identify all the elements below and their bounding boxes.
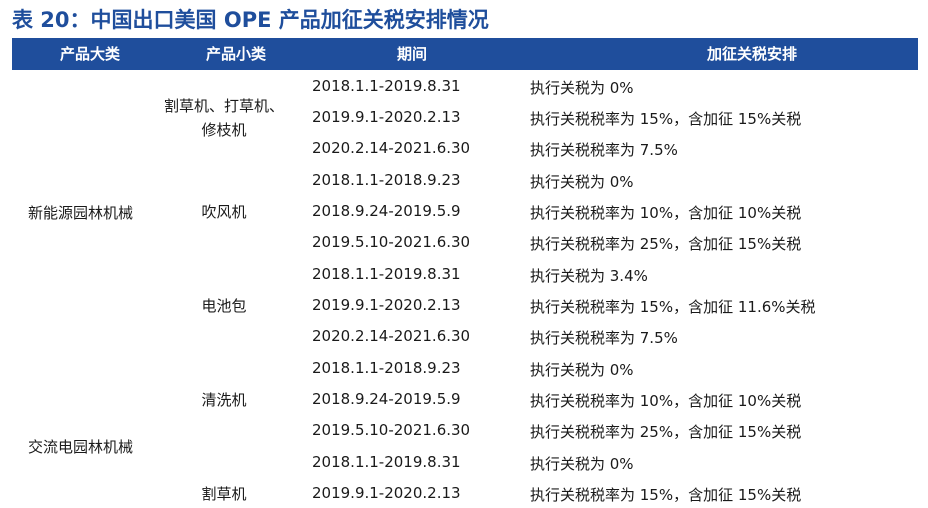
category-cell: 新能源园林机械 [28,204,134,222]
tariff-cell: 执行关税为 0% [530,173,634,191]
period-cell: 2018.1.1-2019.8.31 [312,77,461,95]
subcategory-cell: 割草机 [201,485,247,503]
period-cell: 2019.9.1-2020.2.13 [312,296,461,314]
header-tariff: 加征关税安排 [706,45,797,63]
header-category: 产品大类 [59,45,120,63]
tariff-cell: 执行关税为 0% [530,79,634,97]
header-subcategory: 产品小类 [205,45,266,63]
period-cell: 2018.1.1-2019.8.31 [312,453,461,471]
tariff-cell: 执行关税税率为 25%，含加征 15%关税 [530,423,802,441]
tariff-cell: 执行关税税率为 15%，含加征 11.6%关税 [530,298,816,316]
period-cell: 2019.5.10-2021.6.30 [312,421,471,439]
subcategory-cell: 割草机、打草机、修枝机 [164,97,285,139]
table-title: 表 20：中国出口美国 OPE 产品加征关税安排情况 [12,8,489,32]
tariff-cell: 执行关税为 0% [530,455,634,473]
subcategory-cell: 电池包 [201,297,247,315]
subcategory-cell: 吹风机 [201,203,247,221]
tariff-cell: 执行关税税率为 15%，含加征 15%关税 [530,486,802,504]
period-cell: 2020.2.14-2021.6.30 [312,139,471,157]
period-cell: 2019.9.1-2020.2.13 [312,484,461,502]
period-cell: 2019.5.10-2021.6.30 [312,233,471,251]
tariff-cell: 执行关税税率为 7.5% [530,329,678,347]
header-period: 期间 [396,45,427,63]
tariff-cell: 执行关税税率为 7.5% [530,141,678,159]
period-cell: 2018.9.24-2019.5.9 [312,202,461,220]
tariff-cell: 执行关税税率为 25%，含加征 15%关税 [530,235,802,253]
period-cell: 2018.9.24-2019.5.9 [312,390,461,408]
tariff-cell: 执行关税税率为 10%，含加征 10%关税 [530,392,802,410]
period-cell: 2020.2.14-2021.6.30 [312,327,471,345]
tariff-cell: 执行关税税率为 10%，含加征 10%关税 [530,204,802,222]
period-cell: 2018.1.1-2019.8.31 [312,265,461,283]
category-cell: 交流电园林机械 [28,438,134,456]
period-cell: 2018.1.1-2018.9.23 [312,359,461,377]
tariff-cell: 执行关税税率为 15%，含加征 15%关税 [530,110,802,128]
tariff-cell: 执行关税为 0% [530,361,634,379]
table-header: 产品大类 产品小类 期间 加征关税安排 [12,38,918,70]
period-cell: 2018.1.1-2018.9.23 [312,171,461,189]
period-cell: 2019.9.1-2020.2.13 [312,108,461,126]
subcategory-cell: 清洗机 [201,391,247,409]
tariff-cell: 执行关税为 3.4% [530,267,648,285]
